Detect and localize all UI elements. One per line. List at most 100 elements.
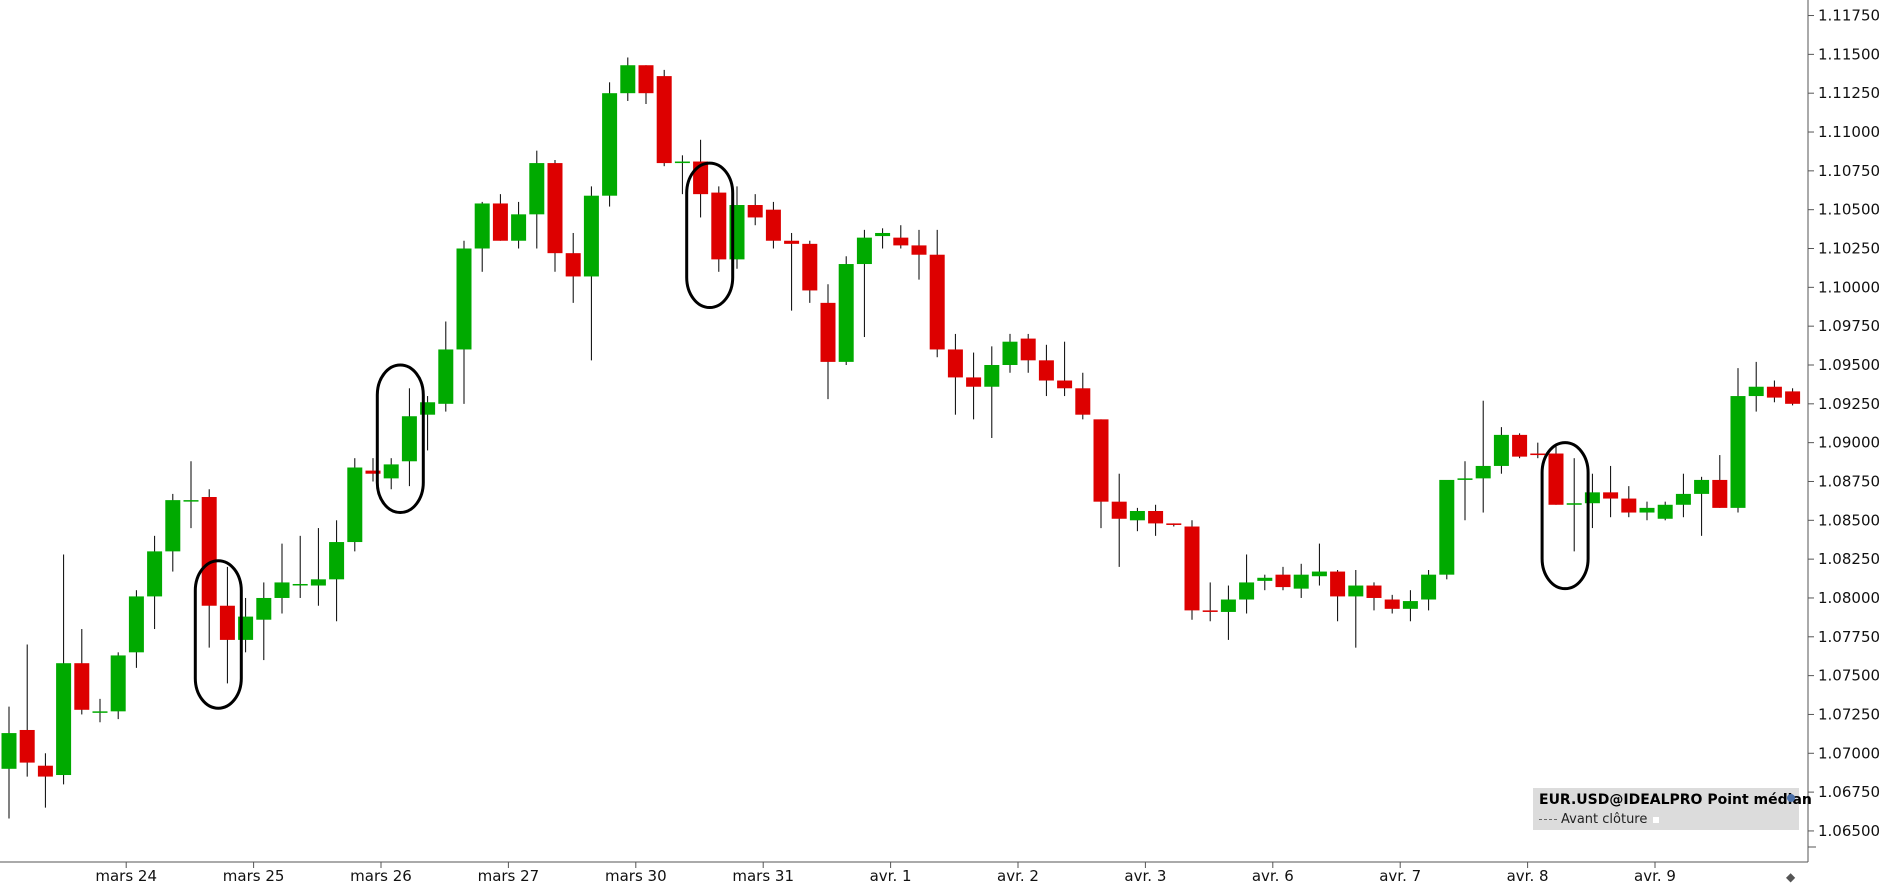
candle[interactable] [1311,543,1327,586]
candle[interactable] [547,159,563,272]
candle[interactable] [1057,341,1073,397]
candle[interactable] [365,458,381,482]
candle[interactable] [838,256,854,365]
candle[interactable] [1675,473,1691,518]
candle[interactable] [256,582,272,661]
candle[interactable] [1639,501,1655,521]
candle[interactable] [693,139,709,218]
candle[interactable] [1002,333,1018,373]
candle[interactable] [1748,361,1764,412]
candle[interactable] [784,232,800,311]
candle[interactable] [1038,344,1054,397]
candle[interactable] [1603,465,1619,518]
candle[interactable] [1785,388,1801,406]
candle[interactable] [128,590,144,668]
candle[interactable] [56,554,72,785]
candle[interactable] [1712,455,1728,508]
candle[interactable] [893,225,909,249]
candle[interactable] [1694,476,1710,536]
candle[interactable] [274,543,290,614]
candle[interactable] [583,186,599,361]
candle[interactable] [1348,570,1364,648]
candle[interactable] [1657,501,1673,521]
candle[interactable] [966,352,982,420]
candle[interactable] [856,229,872,338]
candle[interactable] [1475,400,1491,513]
candle[interactable] [1566,458,1582,552]
candle[interactable] [1766,380,1782,403]
candle[interactable] [1,706,17,819]
candle[interactable] [529,150,545,249]
candle[interactable] [1548,445,1564,505]
candle[interactable] [1220,585,1236,640]
highlight-ellipse[interactable] [1540,441,1590,591]
visibility-icon[interactable] [1787,794,1795,802]
candle[interactable] [1384,594,1400,614]
candle[interactable] [1202,582,1218,622]
candle[interactable] [347,458,363,552]
candle[interactable] [1148,504,1164,536]
candle[interactable] [711,186,727,272]
candle[interactable] [1257,574,1273,591]
candle[interactable] [911,229,927,280]
candle[interactable] [474,201,490,272]
candle[interactable] [820,284,836,400]
candle[interactable] [292,535,308,598]
candle[interactable] [1366,582,1382,611]
candle[interactable] [401,388,417,487]
candle[interactable] [1111,473,1127,567]
candle[interactable] [147,535,163,630]
candle[interactable] [110,652,126,720]
highlight-ellipse[interactable] [375,363,425,515]
legend-box[interactable]: EUR.USD@IDEALPRO Point médian Avant clôt… [1533,788,1812,830]
candle[interactable] [19,644,35,777]
candle[interactable] [1584,473,1600,529]
candle[interactable] [1020,333,1036,373]
candle[interactable] [74,629,90,715]
candle[interactable] [1530,442,1546,459]
candle[interactable] [1493,427,1509,474]
candle[interactable] [456,240,472,404]
candle[interactable] [620,57,636,101]
candle[interactable] [37,753,53,808]
candle[interactable] [638,65,654,105]
candle[interactable] [1621,486,1637,518]
candle[interactable] [219,566,235,684]
checkbox-icon[interactable] [1653,816,1660,823]
candle[interactable] [438,321,454,412]
candle[interactable] [947,333,963,415]
candle[interactable] [1330,570,1346,622]
candle[interactable] [565,232,581,303]
candle[interactable] [1512,433,1528,459]
candle[interactable] [383,458,399,490]
candle[interactable] [310,528,326,606]
candle[interactable] [1275,566,1291,591]
candle[interactable] [1166,523,1182,527]
candle[interactable] [165,493,181,572]
candle[interactable] [1457,461,1473,521]
candle[interactable] [1421,570,1437,611]
candle[interactable] [92,698,108,723]
candle[interactable] [1075,372,1091,420]
highlight-ellipse[interactable] [193,559,243,710]
candle[interactable] [747,194,763,226]
candle[interactable] [201,489,217,648]
candle[interactable] [1730,368,1746,513]
candle[interactable] [511,201,527,249]
candle[interactable] [1129,507,1145,532]
candle[interactable] [929,229,945,358]
scroll-arrow-icon[interactable]: ◆ [1786,870,1796,884]
candle[interactable] [1184,520,1200,620]
candle[interactable] [1239,554,1255,614]
candle[interactable] [492,194,508,241]
candle[interactable] [765,201,781,249]
candle[interactable] [602,82,618,207]
candle[interactable] [656,69,672,167]
candle[interactable] [1093,419,1109,529]
highlight-ellipse[interactable] [685,161,735,310]
candle[interactable] [875,228,891,249]
candle[interactable] [329,520,345,622]
candle[interactable] [1293,563,1309,598]
